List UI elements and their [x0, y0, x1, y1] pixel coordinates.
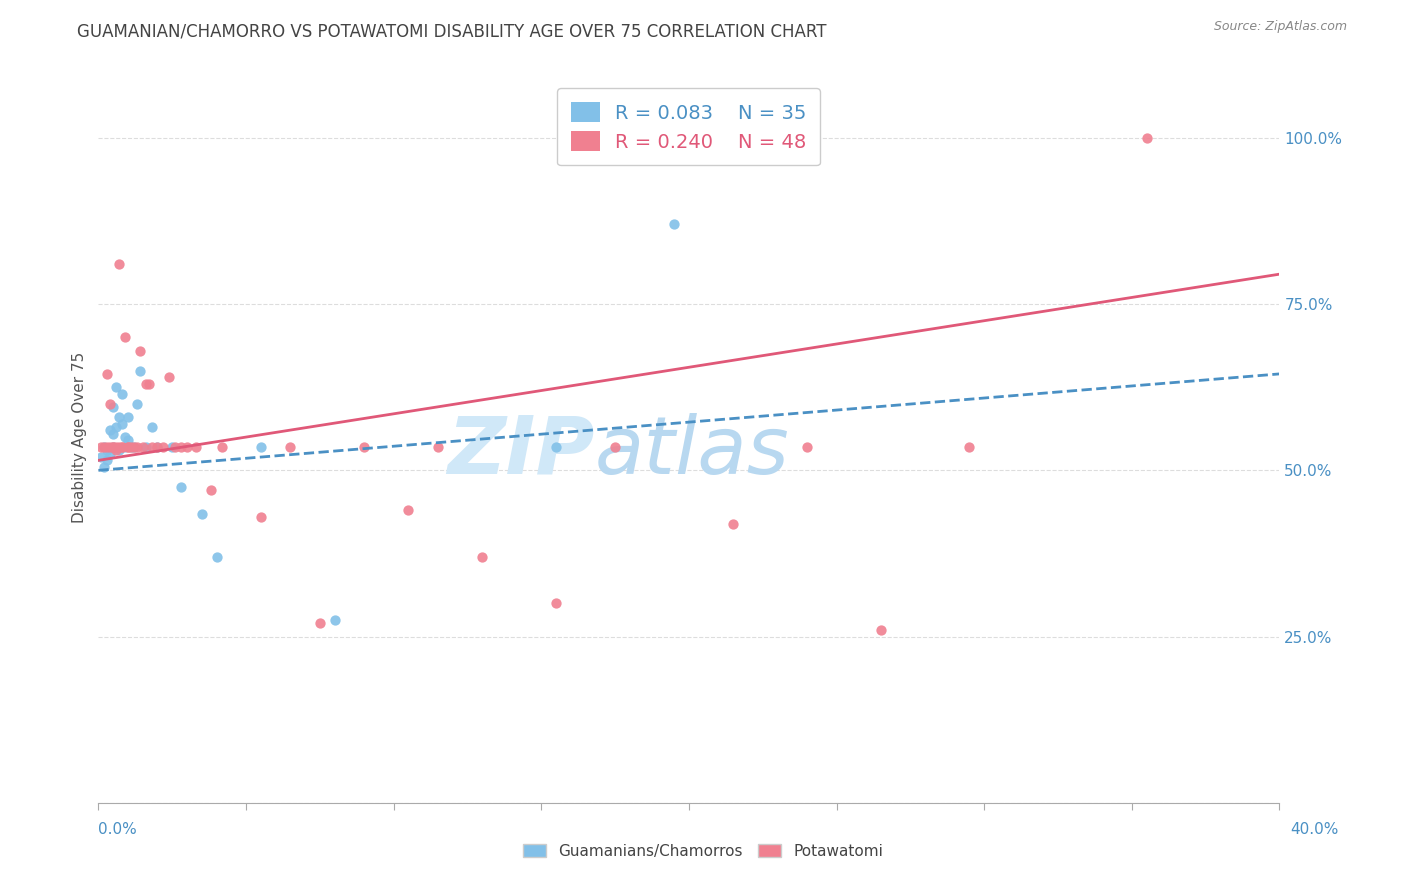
Point	[353, 440, 375, 454]
Point	[664, 217, 686, 231]
Point	[1135, 131, 1157, 145]
Point	[98, 447, 121, 461]
Text: 40.0%: 40.0%	[1291, 822, 1339, 837]
Point	[120, 440, 142, 454]
Point	[427, 440, 450, 454]
Point	[546, 440, 568, 454]
Point	[278, 440, 302, 454]
Point	[128, 343, 150, 358]
Point	[93, 460, 115, 475]
Point	[959, 440, 981, 454]
Point	[103, 440, 125, 454]
Point	[200, 483, 222, 498]
Point	[108, 443, 131, 458]
Point	[471, 549, 494, 564]
Point	[105, 420, 128, 434]
Point	[98, 424, 121, 438]
Point	[135, 440, 157, 454]
Point	[108, 257, 131, 271]
Point	[152, 440, 174, 454]
Point	[117, 440, 139, 454]
Point	[146, 440, 169, 454]
Point	[96, 440, 118, 454]
Text: atlas: atlas	[595, 413, 789, 491]
Point	[105, 380, 128, 394]
Point	[111, 440, 134, 454]
Point	[132, 440, 155, 454]
Point	[114, 440, 136, 454]
Point	[103, 400, 125, 414]
Point	[96, 443, 118, 458]
Point	[108, 410, 131, 425]
Point	[723, 516, 745, 531]
Point	[157, 370, 180, 384]
Point	[96, 367, 118, 381]
Legend: R = 0.083    N = 35, R = 0.240    N = 48: R = 0.083 N = 35, R = 0.240 N = 48	[557, 88, 820, 165]
Point	[111, 440, 134, 454]
Point	[114, 430, 136, 444]
Point	[93, 440, 115, 454]
Point	[170, 440, 193, 454]
Point	[117, 410, 139, 425]
Point	[796, 440, 818, 454]
Point	[90, 440, 112, 454]
Point	[135, 376, 157, 391]
Point	[165, 440, 187, 454]
Point	[90, 450, 112, 464]
Point	[103, 440, 125, 454]
Point	[211, 440, 233, 454]
Point	[309, 616, 332, 631]
Legend: Guamanians/Chamorros, Potawatomi: Guamanians/Chamorros, Potawatomi	[516, 836, 890, 866]
Point	[98, 440, 121, 454]
Point	[98, 397, 121, 411]
Point	[125, 440, 148, 454]
Point	[323, 613, 346, 627]
Point	[184, 440, 207, 454]
Point	[141, 440, 163, 454]
Point	[146, 440, 169, 454]
Text: 0.0%: 0.0%	[98, 822, 138, 837]
Point	[170, 480, 193, 494]
Point	[105, 443, 128, 458]
Point	[108, 440, 131, 454]
Point	[125, 397, 148, 411]
Text: GUAMANIAN/CHAMORRO VS POTAWATOMI DISABILITY AGE OVER 75 CORRELATION CHART: GUAMANIAN/CHAMORRO VS POTAWATOMI DISABIL…	[77, 22, 827, 40]
Point	[111, 417, 134, 431]
Point	[141, 420, 163, 434]
Point	[122, 440, 145, 454]
Point	[869, 623, 891, 637]
Point	[103, 426, 125, 441]
Point	[605, 440, 627, 454]
Point	[138, 376, 160, 391]
Point	[93, 440, 115, 454]
Point	[103, 440, 125, 454]
Point	[120, 440, 142, 454]
Point	[96, 453, 118, 467]
Point	[546, 596, 568, 610]
Point	[205, 549, 228, 564]
Text: Source: ZipAtlas.com: Source: ZipAtlas.com	[1213, 20, 1347, 33]
Point	[117, 434, 139, 448]
Point	[396, 503, 419, 517]
Point	[122, 440, 145, 454]
Point	[105, 440, 128, 454]
Point	[250, 509, 273, 524]
Point	[114, 330, 136, 344]
Point	[128, 363, 150, 377]
Point	[176, 440, 198, 454]
Point	[191, 507, 214, 521]
Point	[117, 440, 139, 454]
Text: ZIP: ZIP	[447, 413, 595, 491]
Point	[111, 387, 134, 401]
Y-axis label: Disability Age Over 75: Disability Age Over 75	[72, 351, 87, 523]
Point	[250, 440, 273, 454]
Point	[162, 440, 183, 454]
